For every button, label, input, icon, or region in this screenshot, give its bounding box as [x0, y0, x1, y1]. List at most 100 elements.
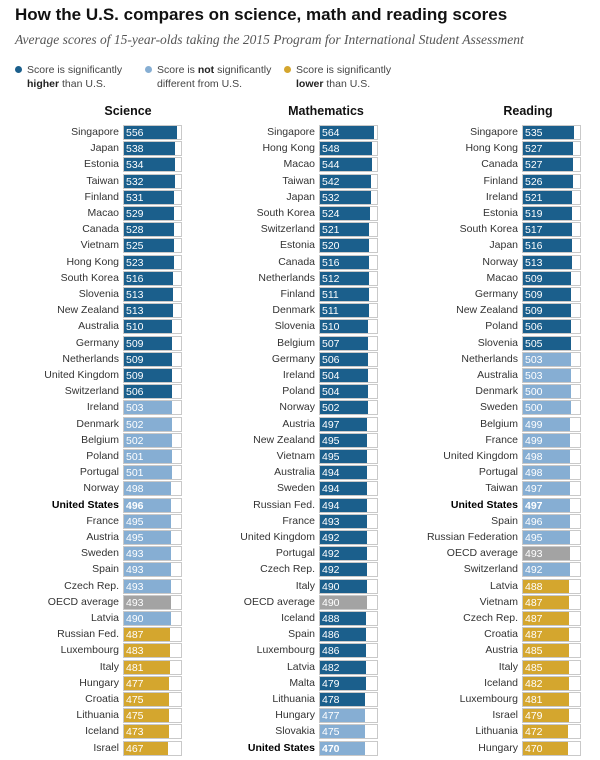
bar-track: 527: [522, 141, 581, 157]
legend-swatch-lower: [284, 66, 291, 73]
bar-track: 475: [319, 724, 378, 740]
score-value: 483: [126, 645, 144, 658]
bar-track: 481: [123, 659, 182, 675]
panel-title-mathematics: Mathematics: [288, 104, 364, 118]
score-value: 528: [126, 224, 144, 237]
score-bar: [124, 693, 170, 706]
score-value: 481: [525, 694, 543, 706]
country-label: Italy: [295, 579, 315, 592]
bar-track: 490: [319, 578, 378, 594]
bar-track: 520: [319, 238, 378, 254]
score-bar: [320, 709, 366, 723]
score-value: 490: [126, 613, 144, 625]
score-bar: [320, 255, 370, 269]
bar-track: 490: [319, 594, 378, 610]
country-label: Czech Rep.: [64, 579, 119, 592]
bar-track: 485: [522, 659, 581, 675]
score-bar: [523, 142, 574, 156]
bar-track: 509: [123, 335, 182, 351]
bar-track: 516: [123, 270, 182, 286]
score-value: 529: [126, 208, 144, 220]
bar-track: 487: [123, 627, 182, 643]
score-bar: [124, 320, 173, 334]
score-bar: [124, 255, 174, 269]
bar-track: 521: [319, 222, 378, 238]
bar-track: 486: [319, 643, 378, 659]
score-value: 502: [322, 402, 340, 415]
score-value: 487: [525, 629, 543, 642]
bar-track: 531: [123, 189, 182, 205]
bar-track: 490: [123, 611, 182, 626]
country-label: Czech Rep.: [260, 563, 315, 576]
score-bar: [523, 223, 573, 237]
bar-track: 509: [522, 303, 581, 319]
score-value: 506: [126, 386, 144, 399]
score-value: 495: [322, 434, 340, 447]
country-label: Slovenia: [78, 288, 119, 300]
score-value: 512: [322, 272, 340, 285]
country-label: Taiwan: [86, 174, 119, 187]
country-label: United States: [51, 498, 119, 511]
country-label: Singapore: [267, 126, 315, 138]
country-label: United Kingdom: [240, 531, 315, 543]
panel-title-reading: Reading: [503, 104, 553, 118]
score-value: 494: [322, 499, 340, 512]
score-value: 495: [525, 532, 543, 544]
country-label: Switzerland: [463, 563, 518, 576]
score-bar: [320, 336, 369, 350]
country-label: Vietnam: [80, 239, 119, 252]
score-value: 532: [322, 191, 340, 204]
country-label: Switzerland: [64, 385, 119, 398]
score-value: 534: [126, 159, 144, 172]
score-bar: [523, 352, 571, 366]
bar-track: 470: [319, 740, 378, 756]
score-value: 487: [525, 613, 543, 625]
score-bar: [124, 482, 172, 496]
score-bar: [320, 514, 367, 528]
score-bar: [320, 158, 372, 172]
country-label: Lithuania: [475, 725, 518, 738]
country-label: Italy: [99, 660, 119, 673]
score-bar: [320, 142, 373, 156]
score-value: 525: [126, 240, 144, 253]
country-label: Belgium: [81, 433, 119, 446]
legend-lower-rest: than U.S.: [323, 78, 371, 90]
score-value: 502: [126, 418, 144, 431]
country-label: Spain: [288, 628, 315, 641]
bar-track: 478: [319, 692, 378, 707]
score-value: 517: [525, 224, 543, 237]
country-label: New Zealand: [253, 433, 315, 446]
score-value: 509: [525, 289, 543, 301]
score-bar: [523, 320, 572, 334]
bar-track: 513: [123, 287, 182, 302]
score-bar: [124, 660, 170, 674]
score-bar: [523, 563, 570, 577]
country-label: Macao: [283, 158, 315, 171]
score-value: 493: [126, 548, 144, 561]
score-bar: [124, 547, 171, 561]
score-value: 467: [126, 742, 144, 755]
score-value: 507: [322, 337, 340, 350]
score-value: 470: [322, 742, 340, 755]
bar-track: 492: [319, 546, 378, 562]
country-label: Hungary: [478, 741, 518, 754]
score-bar: [320, 450, 368, 463]
country-label: Taiwan: [282, 174, 315, 187]
score-bar: [523, 628, 570, 642]
country-label: Iceland: [85, 725, 119, 738]
score-value: 516: [525, 240, 543, 253]
bar-track: 544: [319, 157, 378, 173]
score-bar: [124, 142, 176, 156]
country-label: Latvia: [90, 612, 119, 624]
country-label: Italy: [498, 660, 518, 673]
score-bar: [320, 531, 367, 544]
chart-subtitle: Average scores of 15-year-olds taking th…: [15, 32, 524, 47]
score-bar: [523, 255, 572, 269]
country-label: Ireland: [86, 401, 119, 414]
country-label: Netherlands: [258, 271, 315, 284]
score-bar: [523, 239, 573, 253]
bar-track: 564: [319, 125, 378, 140]
bar-track: 502: [319, 400, 378, 416]
score-bar: [320, 725, 366, 739]
bar-track: 488: [319, 611, 378, 626]
